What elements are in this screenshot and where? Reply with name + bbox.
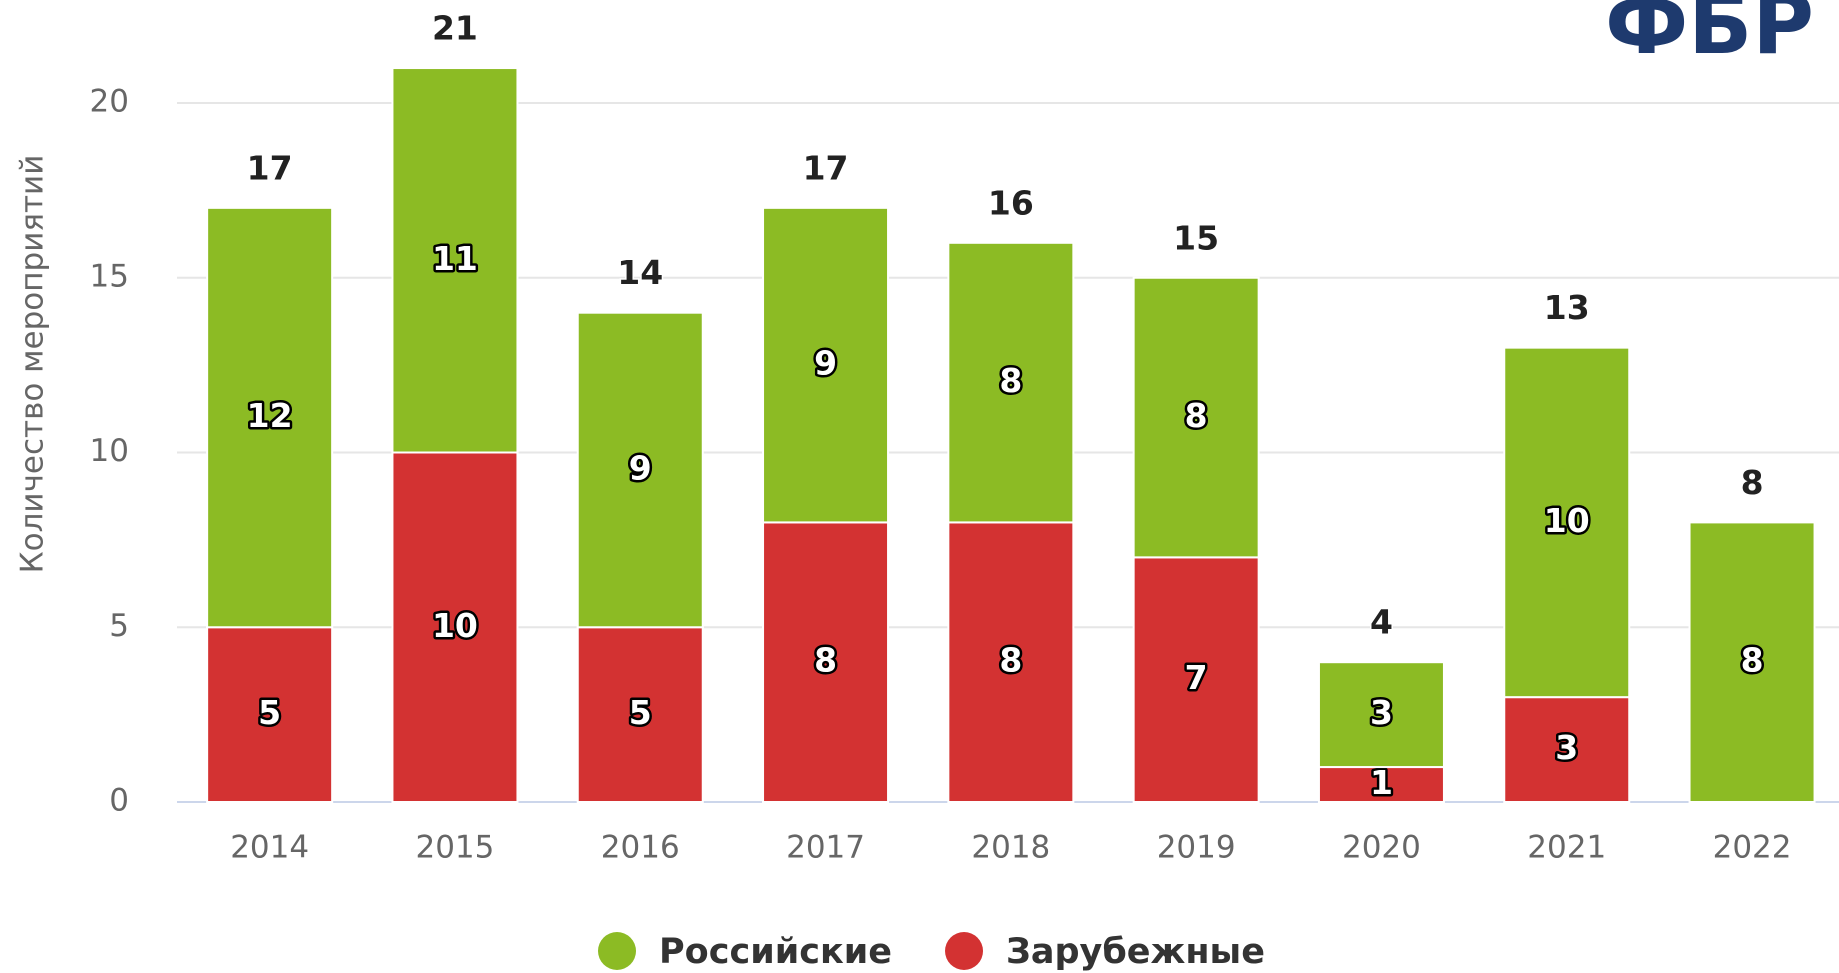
data-label: 9 [814, 344, 837, 383]
total-label: 17 [803, 148, 849, 187]
total-label: 17 [247, 148, 293, 187]
data-label: 9 [629, 448, 652, 487]
bar-segment [1132, 276, 1260, 559]
bar-segment [391, 67, 519, 454]
legend-label: Российские [659, 932, 892, 972]
bar-segment [762, 206, 890, 524]
bar-segment [1503, 346, 1631, 699]
total-label: 4 [1370, 603, 1393, 642]
total-label: 16 [988, 183, 1034, 222]
data-label: 7 [1185, 658, 1208, 697]
data-label: 12 [247, 396, 293, 435]
total-label: 8 [1741, 463, 1764, 502]
total-label: 15 [1173, 218, 1219, 257]
total-label: 14 [617, 253, 663, 292]
bar-segment [1132, 556, 1260, 803]
data-label: 8 [999, 641, 1022, 680]
data-label: 5 [258, 693, 281, 732]
y-axis-label: Количество мероприятий [15, 155, 51, 574]
x-tick-label: 2016 [601, 830, 680, 866]
legend-marker [945, 932, 984, 970]
data-label: 10 [1544, 501, 1590, 540]
y-tick-label: 15 [90, 258, 129, 294]
bar-segment [206, 206, 334, 629]
bar-segment [576, 311, 704, 629]
bar-segment [206, 626, 334, 803]
y-tick-label: 0 [109, 783, 129, 819]
data-label: 8 [999, 361, 1022, 400]
legend-marker [598, 932, 636, 970]
x-tick-label: 2018 [971, 830, 1050, 866]
data-label: 8 [1185, 396, 1208, 435]
data-label: 3 [1555, 728, 1578, 767]
bar-segment [1317, 661, 1445, 769]
data-label: 11 [432, 239, 478, 278]
data-label: 10 [432, 606, 478, 645]
legend-label: Зарубежные [1006, 932, 1265, 972]
bar-segment [1688, 521, 1816, 804]
x-tick-label: 2014 [230, 830, 309, 866]
bar-segment [947, 521, 1075, 804]
y-tick-label: 10 [90, 433, 129, 469]
y-tick-label: 20 [90, 84, 129, 120]
bar-segment [947, 241, 1075, 524]
x-tick-label: 2015 [415, 830, 494, 866]
logo: ФБР [1605, 0, 1814, 73]
total-label: 13 [1544, 288, 1590, 327]
bar-segment [1503, 696, 1631, 804]
y-tick-label: 5 [109, 608, 129, 644]
total-label: 21 [432, 9, 478, 48]
data-label: 5 [629, 693, 652, 732]
x-tick-label: 2020 [1342, 830, 1421, 866]
bar-segment [762, 521, 890, 804]
x-tick-label: 2017 [786, 830, 865, 866]
x-tick-label: 2022 [1713, 830, 1792, 866]
bar-segment [1317, 766, 1445, 803]
data-label: 3 [1370, 693, 1393, 732]
data-label: 8 [1741, 641, 1764, 680]
x-tick-label: 2021 [1527, 830, 1606, 866]
data-label: 1 [1370, 763, 1393, 802]
data-label: 8 [814, 641, 837, 680]
x-tick-label: 2019 [1157, 830, 1236, 866]
